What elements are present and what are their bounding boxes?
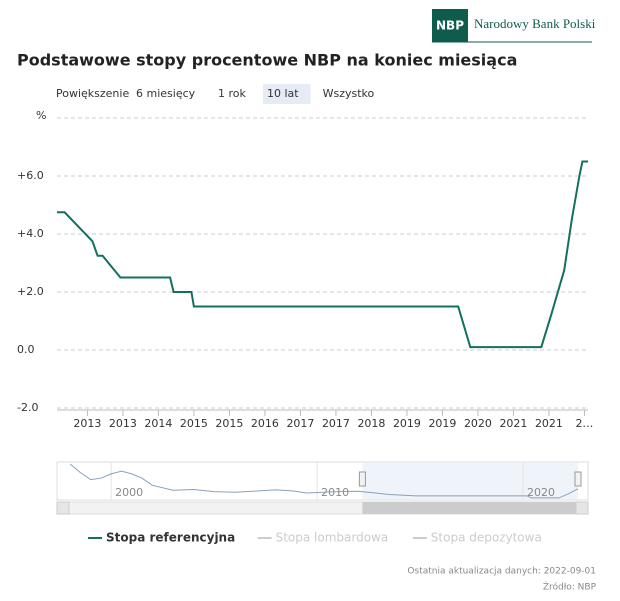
zoom-button[interactable]: 6 miesięcy <box>136 87 196 100</box>
navigator-label: 2020 <box>527 486 555 499</box>
legend-item[interactable]: Stopa lombardowa <box>276 531 389 545</box>
x-tick-label: 2019 <box>393 417 421 430</box>
zoom-button[interactable]: 1 rok <box>218 87 247 100</box>
y-tick-label: +4.0 <box>17 227 44 240</box>
logo-box <box>432 9 468 42</box>
legend-item[interactable]: Stopa referencyjna <box>106 531 235 545</box>
navigator-line <box>69 463 579 499</box>
source: Źródło: NBP <box>543 581 597 593</box>
x-tick-label: 2020 <box>464 417 492 430</box>
legend: Stopa referencyjna Stopa lombardowa Stopa … <box>88 531 542 545</box>
x-tick-label: 2015 <box>215 417 243 430</box>
zoom-buttons: 6 miesięcy 1 rok 10 lat Wszystko <box>136 84 375 104</box>
plot: -2.0 0.0 +2.0 +4.0 +6.0 2013 2013 2014 2015 2015 2… <box>17 117 593 430</box>
navigator-window <box>362 462 578 500</box>
zoom-button[interactable]: Wszystko <box>323 87 375 100</box>
x-tick-label: 2017 <box>322 417 350 430</box>
updated: Ostatnia aktualizacja danych: 2022-09-01 <box>407 567 596 577</box>
navigator-handle[interactable] <box>574 471 582 487</box>
zoom-button-bg <box>263 84 311 104</box>
x-tick-label: 2013 <box>109 417 137 430</box>
y-tick-label: 0.0 <box>17 343 35 356</box>
legend-item[interactable]: Stopa depozytowa <box>431 531 542 545</box>
scroll-right[interactable] <box>575 501 589 515</box>
x-tick-label: 2013 <box>73 417 101 430</box>
y-tick-label: -2.0 <box>17 401 38 414</box>
x-tick-label: 2016 <box>251 417 279 430</box>
navigator-label: 2000 <box>115 486 143 499</box>
chart-title: Podstawowe stopy procentowe NBP na konie… <box>17 51 517 70</box>
line <box>57 160 588 349</box>
x-tick-label: 2014 <box>144 417 172 430</box>
zoom-button[interactable]: 10 lat <box>267 87 299 100</box>
y-tick-label: +2.0 <box>17 285 44 298</box>
logo: NBP <box>436 19 464 33</box>
navigator-handle[interactable] <box>358 471 366 487</box>
x-tick-label: 2018 <box>357 417 385 430</box>
x-tick-label: 2… <box>575 417 593 430</box>
scrollbar-thumb[interactable] <box>362 502 578 514</box>
x-tick-label: 2015 <box>180 417 208 430</box>
navigator-label: 2010 <box>321 486 349 499</box>
bank-name: Narodowy Bank Polski <box>474 16 596 31</box>
x-tick-label: 2017 <box>286 417 314 430</box>
y-axis-label: % <box>36 109 46 122</box>
zoom-label: Powiększenie <box>56 87 129 100</box>
x-tick-label: 2021 <box>499 417 527 430</box>
x-tick-label: 2019 <box>428 417 456 430</box>
x-tick-label: 2021 <box>535 417 563 430</box>
scroll-left[interactable] <box>56 501 70 515</box>
navigator: 2000 2010 2020 <box>56 461 589 515</box>
y-tick-label: +6.0 <box>17 169 44 182</box>
